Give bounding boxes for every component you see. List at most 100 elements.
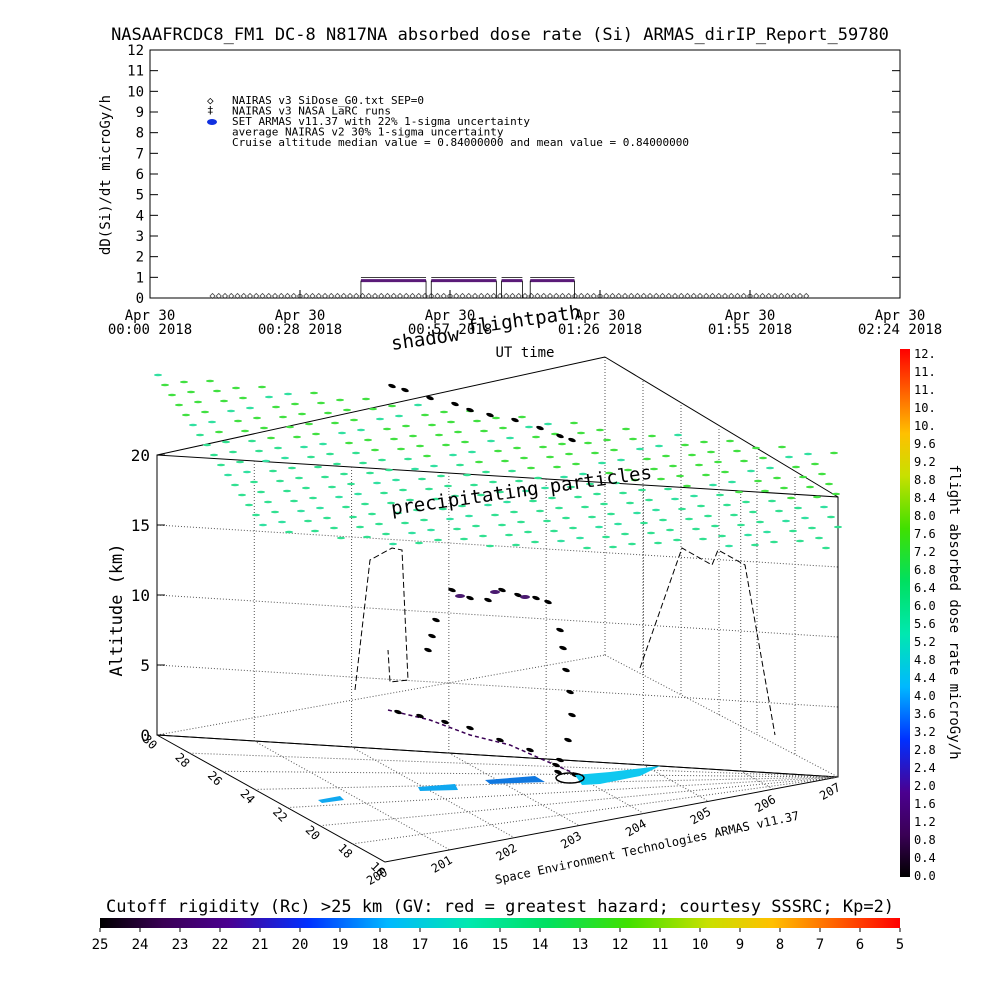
dose-colorbar-tick: 8.0 xyxy=(914,509,936,523)
particle-mark xyxy=(716,493,724,497)
floor-grid xyxy=(156,734,839,863)
particle-mark xyxy=(366,471,374,475)
particle-mark xyxy=(503,500,511,504)
nairas-point xyxy=(390,292,397,300)
particle-mark xyxy=(520,456,528,460)
particle-mark xyxy=(735,490,743,494)
rigidity-colorbar-strip xyxy=(100,918,900,928)
particle-mark xyxy=(446,517,454,521)
x-tick-label: Apr 30 xyxy=(575,308,626,324)
nairas-point xyxy=(265,292,272,300)
particle-mark xyxy=(699,537,707,541)
nairas-point xyxy=(540,292,547,300)
particle-mark xyxy=(652,508,660,512)
particle-mark xyxy=(389,542,397,546)
particle-mark xyxy=(659,518,667,522)
dose-colorbar-tick: 9.6 xyxy=(914,437,936,451)
particle-mark xyxy=(487,439,495,443)
dose-colorbar-tick: 2.0 xyxy=(914,779,936,793)
particle-mark xyxy=(763,530,771,534)
nairas-point xyxy=(753,292,760,300)
shadow-line xyxy=(387,709,591,781)
nairas-point xyxy=(671,292,679,300)
particle-mark xyxy=(799,475,807,479)
y-tick-label: 6 xyxy=(136,167,144,183)
particle-mark xyxy=(248,439,256,443)
nairas-point xyxy=(721,292,729,300)
particle-mark xyxy=(525,425,533,429)
particle-mark xyxy=(394,511,402,515)
particle-mark xyxy=(576,536,584,540)
particle-mark xyxy=(492,416,500,420)
particle-mark xyxy=(245,503,253,507)
floor-grid-line xyxy=(189,752,839,778)
flightpath-mark xyxy=(568,437,576,443)
particle-mark xyxy=(456,463,464,467)
particle-mark xyxy=(614,522,622,526)
particle-mark xyxy=(631,478,639,482)
floor-grid-line xyxy=(254,740,450,851)
particle-mark xyxy=(544,422,552,426)
x-tick-label: Apr 30 xyxy=(275,308,326,324)
y-tick-label: 9 xyxy=(136,105,144,121)
dose-colorbar-strip xyxy=(900,349,910,877)
rigidity-blob xyxy=(418,784,458,791)
particle-mark xyxy=(206,379,214,383)
particle-mark xyxy=(279,415,287,419)
y-tick-label: 2 xyxy=(136,250,144,266)
legend-entry: SET ARMAS v11.37 with 22% 1-sigma uncert… xyxy=(232,115,530,128)
rigidity-tick-label: 5 xyxy=(896,937,904,953)
particle-mark xyxy=(175,403,183,407)
particle-mark xyxy=(726,439,734,443)
flightpath-trace xyxy=(388,383,579,778)
nairas-point xyxy=(465,292,472,300)
particle-mark xyxy=(324,411,332,415)
x-tick-label: Apr 30 xyxy=(875,308,926,324)
rigidity-tick-label: 12 xyxy=(612,937,629,953)
nairas-point xyxy=(271,292,279,300)
flightpath-mark xyxy=(466,407,474,413)
nairas-point xyxy=(659,292,666,300)
particle-mark xyxy=(806,485,814,489)
particle-mark xyxy=(305,422,313,426)
z-tick-label: 15 xyxy=(131,516,150,535)
dose-colorbar-tick: 7.6 xyxy=(914,527,936,541)
particle-mark xyxy=(647,531,655,535)
side-wall-grid xyxy=(604,654,839,778)
flightpath-mark xyxy=(388,383,396,389)
particle-mark xyxy=(284,392,292,396)
particle-mark xyxy=(534,476,542,480)
particle-mark xyxy=(409,434,417,438)
particle-mark xyxy=(510,510,518,514)
particle-mark xyxy=(721,470,729,474)
particle-mark xyxy=(399,488,407,492)
x-tick-label: 01:26 2018 xyxy=(558,322,642,338)
nairas-point xyxy=(290,292,297,300)
particle-mark xyxy=(801,516,809,520)
altitude-ticks: 0 5 10 15 20 xyxy=(131,446,165,745)
particle-mark xyxy=(628,542,636,546)
nairas-point xyxy=(403,292,410,300)
flightpath-mark xyxy=(564,737,572,743)
particle-mark xyxy=(796,539,804,543)
rigidity-tick-label: 11 xyxy=(652,937,669,953)
particle-mark xyxy=(319,442,327,446)
particle-mark xyxy=(610,448,618,452)
y-tick-label: 7 xyxy=(136,146,144,162)
particle-mark xyxy=(425,487,433,491)
rigidity-tick-label: 18 xyxy=(372,937,389,953)
particle-mark xyxy=(557,539,565,543)
legend-marker-diamond: ◇ xyxy=(207,94,214,107)
nairas-point xyxy=(609,292,616,300)
particle-mark xyxy=(382,532,390,536)
nairas-point xyxy=(715,292,722,300)
particle-mark xyxy=(607,512,615,516)
nairas-point xyxy=(209,292,216,300)
particle-mark xyxy=(180,380,188,384)
particle-mark xyxy=(451,494,459,498)
y-axis-label: dD(Si)/dt microGy/h xyxy=(98,95,114,255)
particle-mark xyxy=(751,543,759,547)
x-tick-label: 01:55 2018 xyxy=(708,322,792,338)
lon-tick-label: 202 xyxy=(494,841,520,864)
particle-mark xyxy=(501,459,509,463)
